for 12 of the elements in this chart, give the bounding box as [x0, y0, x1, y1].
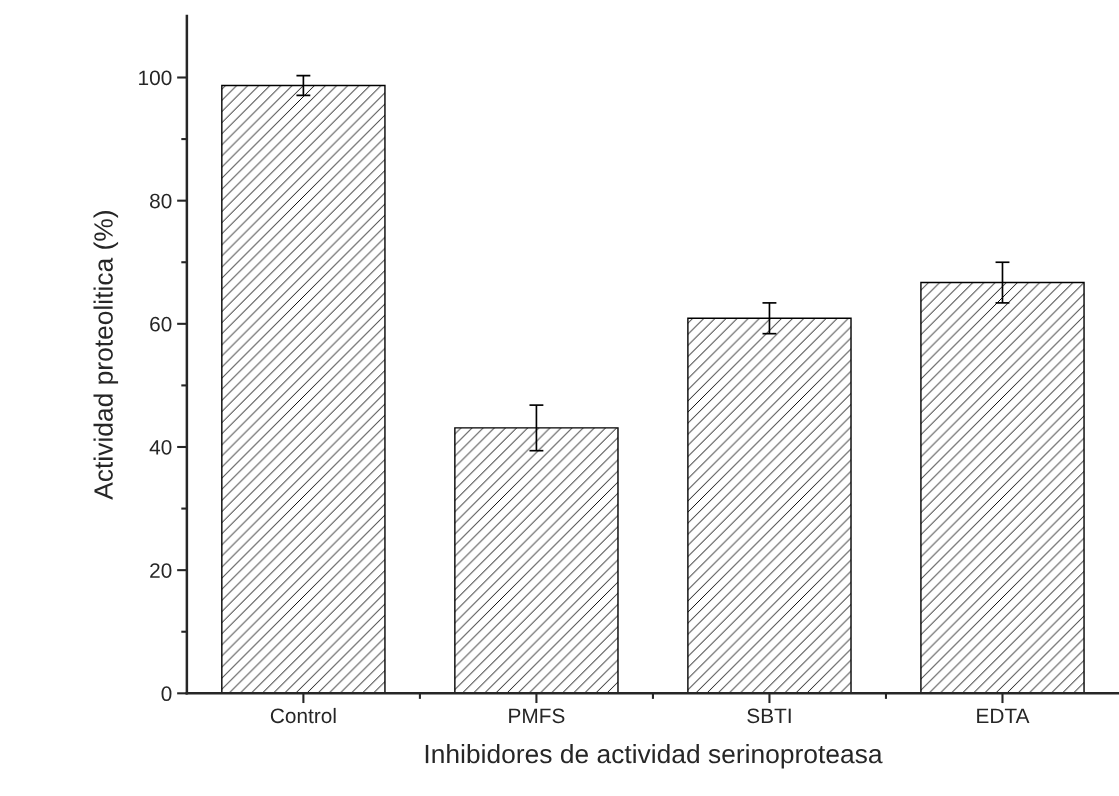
- y-tick-label: 20: [150, 563, 172, 578]
- y-axis-title: Actividad proteolitica (%): [93, 211, 119, 500]
- x-tick-label: SBTI: [747, 708, 791, 724]
- y-tick-label: 0: [161, 686, 172, 702]
- x-tick-label: Control: [270, 707, 336, 724]
- x-tick-label: EDTA: [977, 708, 1030, 723]
- x-axis-title: Inhibidores de actividad serinoproteasa: [425, 743, 883, 769]
- y-tick-label: 60: [150, 316, 172, 332]
- y-tick-label: 40: [149, 439, 172, 455]
- y-tick-label: 80: [150, 193, 172, 209]
- y-tick-label: 100: [139, 70, 172, 86]
- x-tick-label: PMFS: [509, 708, 565, 724]
